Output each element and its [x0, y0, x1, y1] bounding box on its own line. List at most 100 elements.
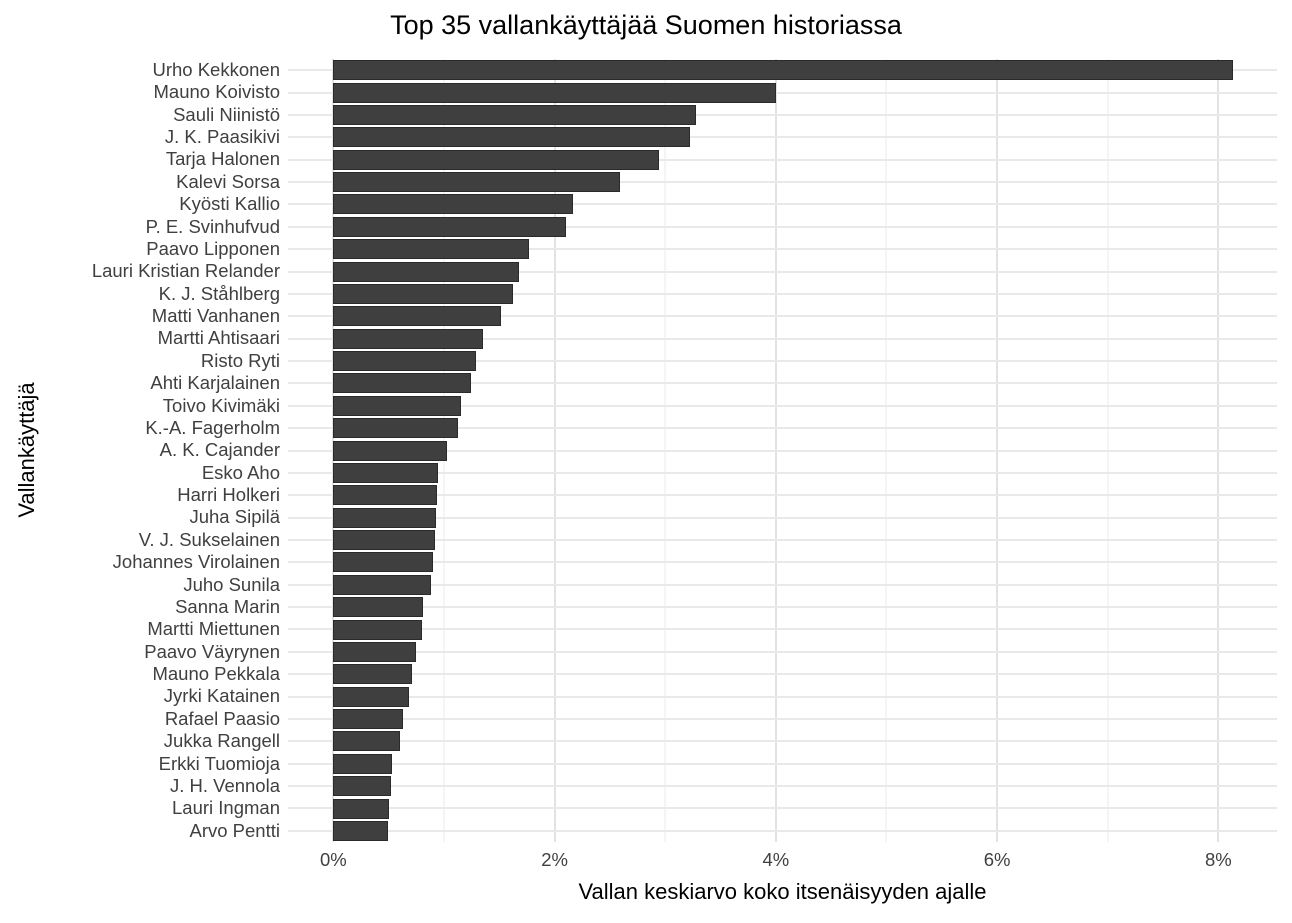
bar-row: [288, 328, 1277, 350]
bar-row: [288, 350, 1277, 372]
y-tick-label: Juho Sunila: [183, 573, 280, 595]
bar-esko-aho: [333, 462, 439, 483]
bar-mauno-pekkala: [333, 664, 412, 685]
bar-mauno-koivisto: [333, 82, 776, 103]
gridline-row: [288, 292, 1277, 295]
y-tick-label: Paavo Lipponen: [146, 237, 280, 259]
bar-row: [288, 775, 1277, 797]
gridline-row: [288, 538, 1277, 541]
bar-jyrki-katainen: [333, 686, 409, 707]
y-tick-label: V. J. Sukselainen: [138, 528, 280, 550]
x-axis-title: Vallan keskiarvo koko itsenäisyyden ajal…: [578, 879, 987, 904]
gridline-row: [288, 113, 1277, 116]
y-tick-label: Erkki Tuomioja: [158, 752, 280, 774]
y-tick-label: Mauno Pekkala: [152, 663, 280, 685]
bar-sauli-niinist-: [333, 104, 697, 125]
gridline-row: [288, 427, 1277, 430]
bar-j-k-paasikivi: [333, 127, 690, 148]
bar-row: [288, 641, 1277, 663]
gridline-row: [288, 829, 1277, 832]
y-tick-label: Paavo Väyrynen: [144, 640, 280, 662]
gridline-row: [288, 561, 1277, 564]
gridline-row: [288, 203, 1277, 206]
gridline-row: [288, 494, 1277, 497]
y-axis-tick-labels: Urho Kekkonen Mauno Koivisto Sauli Niinist…: [0, 59, 280, 842]
y-tick-label: Kalevi Sorsa: [176, 170, 280, 192]
bar-p-e-svinhufvud: [333, 216, 566, 237]
gridline-row: [288, 181, 1277, 184]
bar-row: [288, 59, 1277, 81]
x-tick-label: 6%: [983, 849, 1011, 870]
bar-row: [288, 484, 1277, 506]
bar-martti-miettunen: [333, 619, 422, 640]
bar-tarja-halonen: [333, 149, 659, 170]
bar-rafael-paasio: [333, 709, 404, 730]
x-tick-label: 4%: [762, 849, 790, 870]
y-tick-label: Sauli Niinistö: [173, 103, 280, 125]
y-tick-label: Esko Aho: [201, 461, 280, 483]
gridline-row: [288, 695, 1277, 698]
y-tick-label: Kyösti Kallio: [179, 193, 280, 215]
bar-paavo-v-yrynen: [333, 641, 417, 662]
gridline-row: [288, 360, 1277, 362]
bar-row: [288, 596, 1277, 618]
chart-title: Top 35 vallankäyttäjää Suomen historiass…: [390, 10, 902, 40]
x-tick-label: 0%: [319, 849, 347, 870]
bar-row: [288, 820, 1277, 842]
gridline-row: [288, 337, 1277, 340]
gridline-row: [288, 225, 1277, 228]
bar-row: [288, 193, 1277, 215]
y-tick-label: P. E. Svinhufvud: [145, 215, 280, 237]
bar-v-j-sukselainen: [333, 530, 436, 551]
bar-row: [288, 551, 1277, 573]
bar-k-j-st-hlberg: [333, 283, 513, 304]
bar-sanna-marin: [333, 597, 423, 618]
gridline-row: [288, 91, 1277, 94]
bar-a-k-cajander: [333, 440, 448, 461]
bar-arvo-pentti: [333, 820, 388, 841]
y-tick-label: K. J. Ståhlberg: [158, 282, 280, 304]
y-tick-label: J. H. Vennola: [169, 774, 280, 796]
gridline-row: [288, 270, 1277, 273]
bar-row: [288, 529, 1277, 551]
gridline-row: [288, 762, 1277, 765]
y-tick-label: Sanna Marin: [175, 595, 280, 617]
bar-erkki-tuomioja: [333, 753, 392, 774]
bar-row: [288, 238, 1277, 260]
bar-row: [288, 283, 1277, 305]
gridline-row: [288, 404, 1277, 407]
bar-row: [288, 574, 1277, 596]
bar-row: [288, 260, 1277, 282]
bar-harri-holkeri: [333, 485, 438, 506]
gridline-row: [288, 583, 1277, 586]
y-tick-label: K.-A. Fagerholm: [145, 416, 280, 438]
bar-row: [288, 305, 1277, 327]
y-tick-label: Urho Kekkonen: [152, 58, 280, 80]
gridline-row: [288, 449, 1277, 452]
bar-juho-sunila: [333, 574, 431, 595]
bar-juha-sipil-: [333, 507, 437, 528]
bar-row: [288, 797, 1277, 819]
bar-row: [288, 216, 1277, 238]
bar-lauri-ingman: [333, 798, 389, 819]
bar-row: [288, 81, 1277, 103]
bar-lauri-kristian-relander: [333, 261, 520, 282]
y-tick-label: Toivo Kivimäki: [162, 394, 280, 416]
bar-toivo-kivim-ki: [333, 395, 461, 416]
bar-row: [288, 439, 1277, 461]
y-tick-label: Martti Miettunen: [147, 618, 280, 640]
y-tick-label: Lauri Ingman: [172, 797, 280, 819]
bar-row: [288, 171, 1277, 193]
bar-row: [288, 149, 1277, 171]
x-tick-label: 2%: [541, 849, 568, 870]
y-tick-label: Juha Sipilä: [189, 506, 280, 528]
bar-kalevi-sorsa: [333, 172, 620, 193]
y-tick-label: Tarja Halonen: [165, 148, 280, 170]
bar-row: [288, 395, 1277, 417]
y-tick-label: Mauno Koivisto: [153, 81, 280, 103]
bar-row: [288, 708, 1277, 730]
y-tick-label: Arvo Pentti: [189, 819, 281, 841]
bar-row: [288, 753, 1277, 775]
gridline-row: [288, 382, 1277, 385]
bar-row: [288, 372, 1277, 394]
